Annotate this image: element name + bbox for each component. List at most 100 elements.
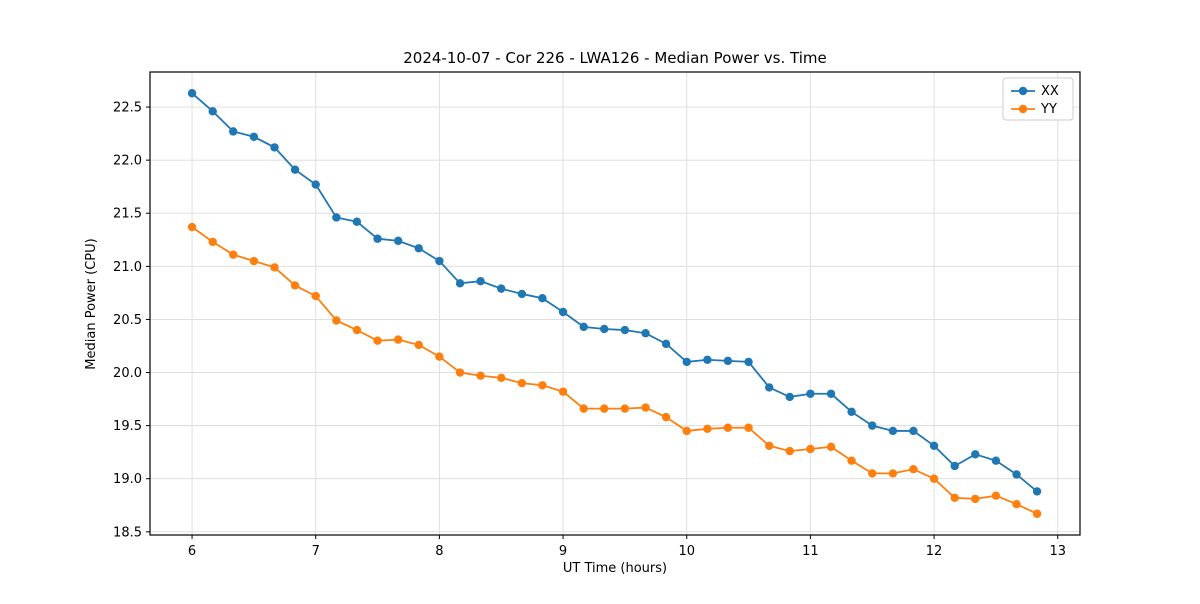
series-XX-marker [290, 165, 300, 174]
y-tick-label: 20.0 [113, 366, 142, 381]
series-XX-marker [476, 276, 485, 286]
series-XX-marker [352, 217, 362, 226]
series-XX-marker [1012, 470, 1021, 479]
series-XX-marker [435, 256, 444, 266]
series-XX-marker [497, 284, 506, 293]
series-XX-marker [785, 392, 794, 402]
series-YY-marker [641, 403, 650, 412]
series-XX-marker [950, 461, 959, 471]
y-tick-label: 22.5 [113, 101, 142, 116]
series-YY-marker [620, 404, 630, 413]
series-XX-marker [909, 426, 918, 436]
series-YY-marker [744, 423, 753, 432]
series-YY-marker [826, 442, 836, 452]
series-XX-marker [620, 325, 630, 335]
series-XX-marker [311, 180, 320, 189]
y-tick-label: 22.0 [113, 154, 142, 169]
series-YY-marker [249, 256, 259, 266]
series-XX-marker [1032, 487, 1042, 496]
series-XX-marker [600, 324, 609, 334]
series-YY-marker [208, 237, 217, 247]
series-XX-marker [229, 127, 238, 136]
series-YY-marker [971, 494, 980, 504]
x-tick-label: 7 [312, 544, 320, 559]
legend-marker-sample [1018, 104, 1028, 114]
series-XX-marker [682, 357, 691, 367]
series-YY-marker [311, 291, 320, 301]
series-YY-marker [270, 263, 279, 272]
series-XX-marker [765, 383, 774, 392]
series-YY-marker [929, 474, 939, 483]
series-YY-marker [682, 426, 691, 436]
series-YY-marker [661, 412, 671, 422]
series-XX-marker [888, 426, 898, 436]
y-axis-label: Median Power (CPU) [84, 238, 99, 369]
series-XX-marker [373, 234, 382, 243]
series-YY-marker [394, 335, 403, 344]
legend-label: XX [1041, 84, 1059, 99]
series-YY-marker [414, 340, 423, 350]
series-YY-marker [517, 378, 527, 388]
series-YY-marker [229, 250, 238, 259]
series-YY-marker [785, 446, 794, 456]
series-XX-marker [806, 389, 815, 398]
series-YY-marker [352, 325, 362, 335]
series-YY-marker [435, 352, 444, 361]
series-XX-marker [744, 357, 753, 367]
series-XX-marker [868, 421, 877, 430]
legend [1002, 77, 1074, 121]
series-YY-marker [765, 441, 774, 450]
series-XX-marker [517, 289, 527, 299]
series-XX-marker [538, 293, 547, 303]
series-XX-marker [847, 407, 856, 417]
series-YY-marker [476, 371, 485, 380]
series-XX-marker [414, 244, 423, 253]
series-XX-marker [661, 339, 671, 349]
series-XX-marker [187, 89, 197, 98]
series-XX-marker [208, 107, 217, 116]
series-YY-marker [558, 387, 568, 396]
series-XX-marker [971, 450, 980, 459]
series-YY-marker [1032, 509, 1042, 518]
x-tick-label: 6 [188, 544, 196, 559]
series-XX-marker [826, 389, 836, 398]
x-tick-label: 12 [926, 544, 943, 559]
series-YY-marker [600, 404, 609, 413]
series-YY-marker [950, 493, 959, 503]
plot-area: 6 7 8 9 10 11 12 13 18.5 19.0 19.5 20.0 20.5 21.0 21.5… [113, 71, 1081, 559]
chart-title: 2024-10-07 - Cor 226 - LWA126 - Median P… [403, 49, 827, 67]
series-XX-marker [641, 329, 650, 338]
series-YY-marker [723, 423, 733, 432]
series-XX-marker [394, 236, 403, 246]
series-XX-marker [579, 322, 588, 332]
series-YY-marker [579, 404, 588, 413]
x-tick-label: 8 [435, 544, 443, 559]
series-YY-marker [888, 469, 898, 478]
series-YY-marker [868, 469, 877, 478]
series-YY-marker [806, 444, 815, 454]
series-YY-marker [290, 281, 300, 290]
series-YY-marker [909, 464, 918, 474]
series-YY-marker [991, 491, 1001, 500]
x-tick-label: 10 [678, 544, 695, 559]
series-YY-marker [1012, 500, 1021, 509]
series-YY-marker [538, 381, 547, 390]
y-tick-label: 20.5 [113, 313, 142, 328]
series-XX-marker [249, 132, 259, 141]
series-XX-marker [991, 456, 1001, 465]
series-XX-marker [558, 307, 568, 317]
series-XX-marker [703, 355, 712, 364]
y-tick-label: 19.5 [113, 419, 142, 434]
legend-label: YY [1040, 102, 1057, 117]
series-XX-marker [929, 441, 939, 450]
series-XX-marker [332, 213, 341, 222]
y-tick-label: 18.5 [113, 525, 142, 540]
y-tick-label: 21.5 [113, 207, 142, 222]
x-tick-label: 11 [802, 544, 819, 559]
series-XX-marker [270, 143, 279, 152]
series-YY-marker [497, 373, 506, 383]
series-YY-marker [455, 368, 465, 377]
series-YY-marker [703, 424, 712, 434]
series-YY-marker [187, 222, 197, 232]
